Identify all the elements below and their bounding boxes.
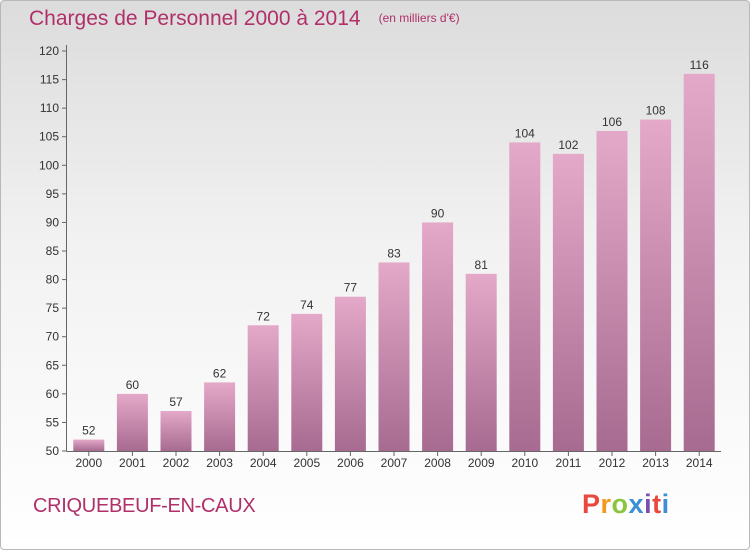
bar-value-label: 57: [169, 395, 183, 409]
bar-value-label: 108: [646, 104, 666, 118]
bar: [291, 313, 323, 451]
y-tick-label: 85: [46, 244, 60, 258]
y-tick-label: 105: [39, 130, 59, 144]
logo-letter: r: [600, 489, 612, 519]
bar-value-label: 83: [387, 246, 401, 260]
commune-name: CRIQUEBEUF-EN-CAUX: [33, 495, 256, 517]
logo-letter: t: [652, 489, 662, 519]
x-tick-label: 2010: [511, 456, 538, 470]
logo-letter: o: [611, 489, 629, 519]
y-tick-label: 60: [46, 387, 60, 401]
logo-letter: x: [628, 489, 645, 519]
y-tick-label: 95: [46, 187, 60, 201]
bar-value-label: 104: [515, 126, 535, 140]
y-tick-label: 70: [46, 330, 60, 344]
y-tick-label: 110: [40, 101, 59, 115]
chart-subtitle: (en milliers d'€): [378, 11, 460, 25]
chart-title-text: Charges de Personnel 2000 à 2014: [29, 7, 361, 30]
bar: [596, 131, 628, 451]
bar-value-label: 52: [82, 424, 96, 438]
bar-value-label: 116: [690, 58, 709, 72]
bar: [509, 142, 541, 451]
bar-value-label: 77: [344, 281, 358, 295]
logo-letter: P: [582, 489, 601, 519]
x-tick-label: 2012: [599, 456, 626, 470]
bar-value-label: 102: [558, 138, 578, 152]
x-tick-label: 2005: [293, 456, 320, 470]
bar-value-label: 62: [213, 366, 227, 380]
bar-value-label: 74: [300, 298, 314, 312]
y-tick-label: 50: [46, 444, 60, 458]
x-tick-label: 2000: [75, 456, 102, 470]
bar-value-label: 72: [257, 309, 271, 323]
bar: [640, 119, 672, 452]
bar-value-label: 90: [431, 206, 445, 220]
bar-value-label: 81: [475, 258, 489, 272]
x-tick-label: 2002: [163, 456, 190, 470]
logo-letter: i: [644, 489, 653, 519]
x-tick-label: 2001: [119, 456, 146, 470]
bar-value-label: 60: [126, 378, 140, 392]
y-tick-label: 100: [39, 158, 59, 172]
bar: [160, 411, 192, 451]
bar: [683, 73, 715, 451]
bar: [552, 153, 584, 451]
bar: [334, 296, 366, 451]
bar: [378, 262, 410, 451]
x-tick-label: 2011: [555, 456, 581, 470]
y-tick-label: 80: [46, 273, 60, 287]
bar: [247, 325, 279, 451]
x-tick-label: 2008: [424, 456, 451, 470]
x-tick-label: 2003: [206, 456, 233, 470]
y-tick-label: 115: [40, 73, 59, 87]
y-tick-label: 65: [46, 358, 60, 372]
logo-letter: i: [661, 489, 670, 519]
x-tick-label: 2009: [468, 456, 495, 470]
x-tick-label: 2014: [686, 456, 713, 470]
x-tick-label: 2007: [381, 456, 408, 470]
x-tick-label: 2004: [250, 456, 277, 470]
bar: [422, 222, 454, 451]
bar: [116, 393, 148, 451]
proxiti-logo: Proxiti: [582, 489, 670, 520]
bar-value-label: 106: [602, 115, 622, 129]
y-tick-label: 90: [46, 215, 60, 229]
y-tick-label: 75: [46, 301, 60, 315]
y-tick-label: 120: [39, 44, 59, 58]
bar: [204, 382, 236, 451]
x-tick-label: 2006: [337, 456, 364, 470]
chart-title: Charges de Personnel 2000 à 2014 (en mill…: [29, 7, 460, 31]
bar: [465, 273, 497, 451]
bar: [73, 439, 105, 451]
y-tick-label: 55: [46, 415, 60, 429]
x-tick-label: 2013: [642, 456, 669, 470]
